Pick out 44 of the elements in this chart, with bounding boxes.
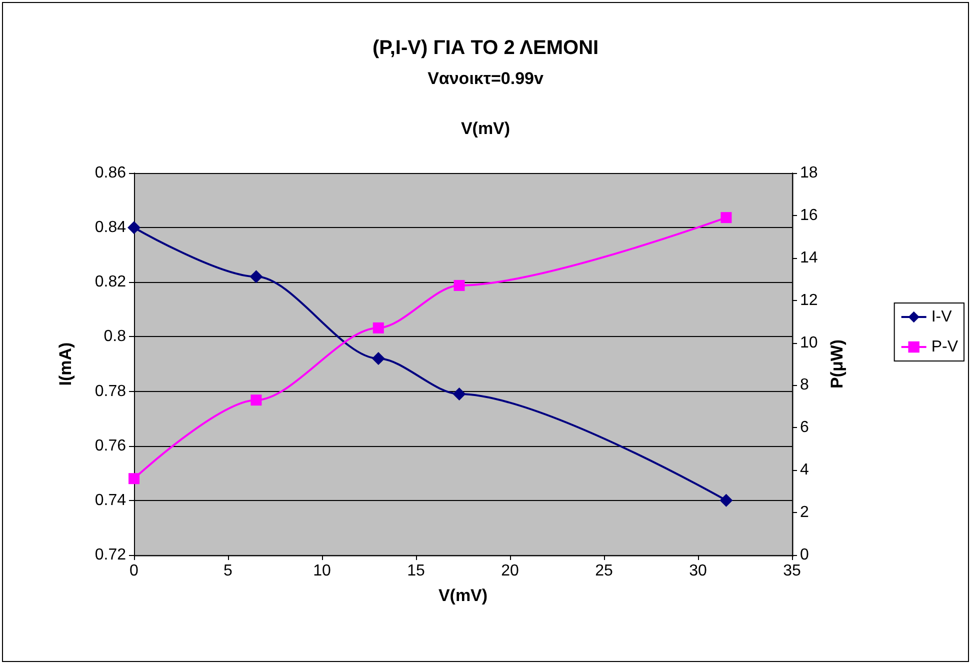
point: [250, 394, 262, 406]
y2-tick-label: 14: [800, 249, 818, 266]
y2-tick-label: 2: [800, 504, 809, 522]
chart-title: (P,I-V) ΓΙΑ ΤΟ 2 ΛΕΜΟΝΙ: [372, 37, 599, 59]
y-tick-label: 0.74: [94, 492, 126, 509]
y2-tick-label: 16: [800, 206, 818, 224]
x-tick-label: 5: [224, 562, 233, 580]
legend-label: I-V: [931, 308, 952, 326]
text: V(mV): [460, 119, 510, 138]
x-tick-label: 25: [595, 562, 613, 580]
y2-tick-label: 0: [800, 546, 809, 564]
x-tick-label: 0: [130, 562, 139, 580]
y-tick-label: 0.86: [94, 164, 126, 182]
y-tick-label: 0.76: [94, 437, 126, 454]
point: [372, 352, 385, 366]
point: [720, 212, 732, 224]
y2-tick-label: 12: [800, 292, 818, 309]
x-tick-label: 15: [407, 562, 425, 580]
x-axis-title: V(mV): [438, 586, 488, 605]
y2-axis-title: P(μW): [828, 339, 847, 389]
y2-tick-label: 10: [800, 334, 818, 352]
point: [128, 473, 140, 484]
x-tick-label: 10: [313, 562, 331, 580]
y-tick-label: 0.82: [94, 274, 126, 291]
point: [372, 322, 384, 334]
y2-tick-label: 18: [800, 164, 818, 182]
x-tick-label: 30: [689, 562, 707, 580]
y-tick-label: 0.8: [104, 328, 126, 346]
y-tick-label: 0.72: [94, 546, 126, 564]
y-tick-label: 0.84: [94, 219, 126, 236]
y2-tick-label: 6: [800, 419, 809, 436]
legend-label: P-V: [931, 338, 958, 356]
x-tick-label: 35: [783, 562, 801, 580]
y2-tick-label: 4: [800, 462, 809, 479]
x-tick-label: 20: [501, 562, 519, 580]
point: [250, 270, 263, 284]
chart-subtitle: Vανοικτ=0.99v: [428, 69, 544, 88]
y2-tick-label: 8: [800, 376, 809, 394]
point: [452, 388, 466, 401]
y-axis-title: I(mA): [56, 342, 75, 386]
point: [128, 221, 140, 234]
point: [720, 494, 733, 507]
point: [454, 280, 465, 291]
y-tick-label: 0.78: [94, 382, 126, 400]
